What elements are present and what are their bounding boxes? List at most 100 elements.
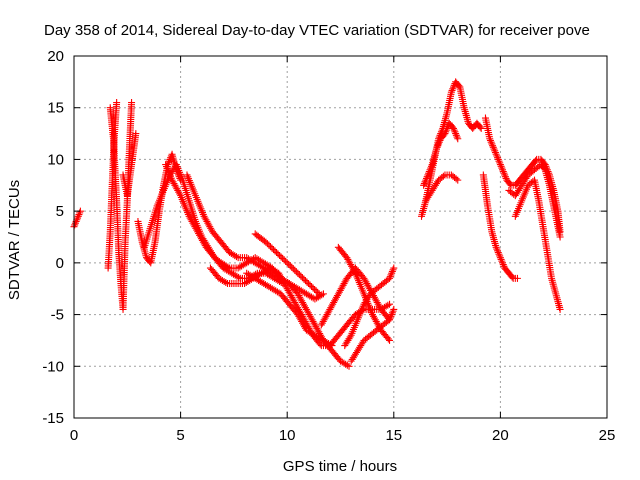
data-point — [448, 123, 456, 131]
data-point — [295, 271, 303, 279]
data-point — [421, 178, 429, 186]
data-point — [447, 88, 455, 96]
data-point — [501, 173, 509, 181]
data-point — [495, 157, 503, 165]
series-sat-p — [347, 305, 398, 365]
data-point — [499, 259, 507, 267]
data-point — [449, 124, 457, 132]
data-point — [486, 136, 494, 144]
data-point — [427, 164, 435, 172]
data-point — [449, 85, 457, 93]
data-point — [76, 209, 84, 217]
chart-title: Day 358 of 2014, Sidereal Day-to-day VTE… — [44, 22, 590, 39]
data-point — [128, 99, 136, 107]
data-point — [443, 124, 451, 132]
x-tick-label: 0 — [70, 427, 78, 444]
data-point — [222, 279, 230, 287]
data-point — [440, 131, 448, 139]
data-point — [386, 300, 394, 308]
data-point — [455, 82, 463, 90]
data-point — [492, 243, 500, 251]
data-point — [492, 150, 500, 158]
data-point — [491, 149, 499, 157]
data-point — [489, 142, 497, 150]
data-point — [426, 166, 434, 174]
data-point — [495, 250, 503, 258]
data-point — [269, 246, 277, 254]
data-point — [453, 133, 461, 141]
series-sat-a — [70, 207, 84, 231]
series-sat-s — [422, 171, 462, 205]
series-sat-k — [243, 269, 336, 350]
data-point — [439, 172, 447, 180]
data-point — [427, 162, 435, 170]
data-point — [442, 128, 450, 136]
data-point — [506, 180, 514, 188]
data-point — [434, 142, 442, 150]
data-point — [498, 257, 506, 265]
data-point — [298, 274, 306, 282]
axes: 0 5 10 15 20 25 -15 -10 -5 0 5 10 15 20 — [42, 48, 615, 444]
series-sat-t — [479, 171, 521, 282]
data-point — [497, 255, 505, 263]
data-point — [422, 176, 430, 184]
data-point — [283, 259, 291, 267]
y-tick-label: -10 — [42, 358, 64, 375]
data-point — [477, 124, 485, 132]
data-point — [263, 240, 271, 248]
data-point — [500, 169, 508, 177]
data-point — [305, 280, 313, 288]
data-point — [384, 301, 392, 309]
data-point — [493, 152, 501, 160]
data-point — [71, 219, 79, 227]
data-point — [450, 126, 458, 134]
data-point — [422, 174, 430, 182]
data-point — [303, 278, 311, 286]
series-sat-l — [251, 230, 323, 298]
series-sat-c — [106, 99, 136, 313]
data-point — [113, 99, 121, 107]
data-point — [389, 266, 397, 274]
data-point — [556, 233, 564, 241]
data-point — [441, 130, 449, 138]
data-point — [306, 281, 314, 289]
x-tick-label: 5 — [176, 427, 184, 444]
data-point — [176, 190, 184, 198]
data-point — [271, 247, 279, 255]
data-point — [433, 143, 441, 151]
data-point — [532, 157, 540, 165]
data-point — [452, 175, 460, 183]
data-point — [496, 254, 504, 262]
data-point — [350, 267, 358, 275]
data-point — [314, 288, 322, 296]
data-point — [74, 212, 82, 220]
data-point — [451, 128, 459, 136]
data-point — [277, 253, 285, 261]
y-tick-label: 5 — [56, 203, 64, 220]
data-point — [274, 250, 282, 258]
data-point — [420, 181, 428, 189]
data-point — [496, 252, 504, 260]
data-point — [424, 171, 432, 179]
data-point — [384, 335, 392, 343]
data-point — [388, 309, 396, 317]
data-point — [75, 211, 83, 219]
data-point — [386, 274, 394, 282]
data-point — [556, 305, 564, 313]
series-sat-r — [420, 119, 462, 189]
data-point — [279, 254, 287, 262]
series-sat-v — [505, 161, 564, 241]
y-axis-title: SDTVAR / TECUs — [6, 180, 23, 300]
data-point — [425, 169, 433, 177]
data-point — [448, 86, 456, 94]
plot-frame — [73, 55, 608, 419]
x-axis-title: GPS time / hours — [283, 458, 397, 475]
data-point — [494, 154, 502, 162]
data-point — [268, 244, 276, 252]
data-point — [288, 263, 296, 271]
x-tick-label: 25 — [599, 427, 616, 444]
y-tick-label: 0 — [56, 255, 64, 272]
y-tick-label: 15 — [47, 100, 64, 117]
x-tick-label: 20 — [492, 427, 509, 444]
